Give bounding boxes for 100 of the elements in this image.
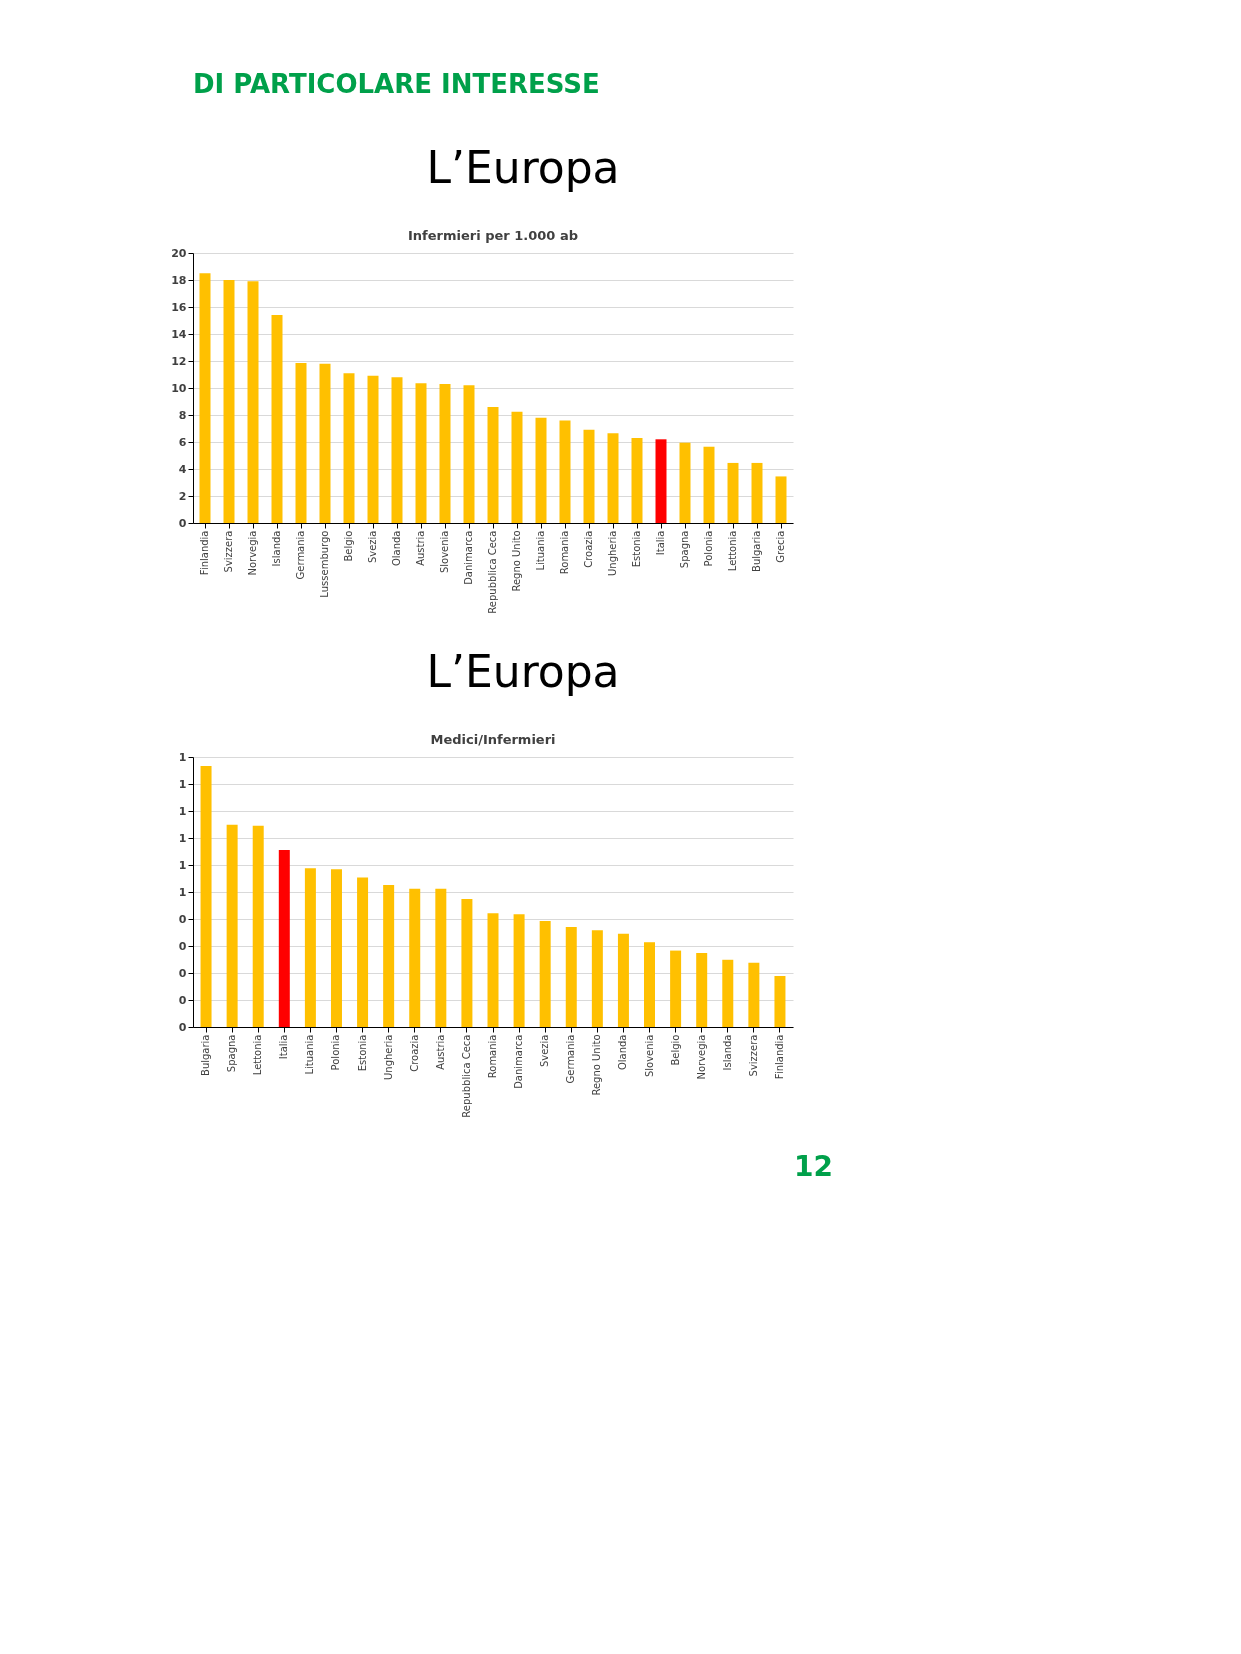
- bar: [751, 462, 763, 523]
- y-tick-label: 20: [171, 246, 187, 260]
- x-tick-label: Svezia: [367, 530, 378, 564]
- y-tick-label: 8: [178, 408, 187, 422]
- x-tick-label: Romania: [559, 530, 570, 575]
- y-tick-label: 10: [171, 381, 187, 395]
- x-tick-label: Finlandia: [773, 1034, 785, 1080]
- bar: [607, 433, 619, 523]
- bar: [343, 373, 355, 523]
- y-tick-label: 14: [171, 327, 187, 341]
- x-tick-label: Repubblica Ceca: [460, 1034, 472, 1118]
- y-tick-label: 1: [178, 804, 187, 818]
- x-tick-label: Italia: [278, 1034, 290, 1060]
- x-tick-label: Croazia: [583, 530, 594, 568]
- bar: [583, 429, 595, 523]
- y-tick-label: 0: [178, 1020, 187, 1034]
- x-tick-label: Bulgaria: [200, 1034, 212, 1076]
- bar: [461, 899, 473, 1027]
- bar: [319, 363, 331, 523]
- x-tick-label: Lituania: [304, 1034, 316, 1075]
- bar: [670, 950, 682, 1027]
- bar: [223, 280, 235, 523]
- bar: [774, 975, 786, 1027]
- x-tick-label: Finlandia: [199, 530, 210, 576]
- y-tick-label: 4: [178, 462, 187, 476]
- x-tick-label: Danimarca: [513, 1034, 525, 1089]
- bar: [271, 315, 283, 523]
- x-tick-label: Slovenia: [439, 530, 450, 574]
- y-tick-label: 1: [178, 831, 187, 845]
- bar: [748, 962, 760, 1027]
- x-tick-label: Olanda: [617, 1034, 629, 1071]
- bar: [367, 375, 379, 523]
- bar: [357, 877, 369, 1027]
- chart-title: Infermieri per 1.000 ab: [408, 228, 578, 243]
- y-tick-label: 0: [178, 912, 187, 926]
- x-tick-label: Lituania: [535, 530, 546, 571]
- y-tick-label: 0: [178, 966, 187, 980]
- bar: [722, 959, 734, 1027]
- bar: [391, 377, 403, 523]
- x-tick-label: Italia: [655, 530, 666, 556]
- x-tick-label: Lussemburgo: [319, 530, 330, 598]
- y-tick-label: 16: [171, 300, 187, 314]
- bar: [383, 884, 395, 1027]
- x-tick-label: Svizzera: [747, 1034, 759, 1077]
- bar: [295, 363, 307, 523]
- bar: [696, 953, 708, 1027]
- y-tick-label: 12: [171, 354, 187, 368]
- y-tick-label: 0: [178, 993, 187, 1007]
- x-tick-label: Austria: [434, 1034, 446, 1070]
- bar: [435, 888, 447, 1027]
- bar: [304, 868, 316, 1027]
- bar: [539, 920, 551, 1027]
- x-tick-label: Estonia: [631, 530, 642, 568]
- x-tick-label: Slovenia: [643, 1034, 655, 1078]
- x-tick-label: Lettonia: [727, 530, 738, 572]
- x-tick-label: Spagna: [226, 1034, 238, 1073]
- bar: [679, 442, 691, 523]
- x-tick-label: Austria: [415, 530, 426, 566]
- bar: [631, 437, 643, 523]
- text: L’Europa: [426, 142, 620, 193]
- x-tick-label: Ungheria: [382, 1034, 394, 1081]
- bar: [591, 930, 603, 1027]
- x-tick-label: Regno Unito: [511, 530, 522, 592]
- x-tick-label: Estonia: [356, 1034, 368, 1072]
- bar: [644, 942, 656, 1027]
- x-tick-label: Norvegia: [695, 1034, 707, 1080]
- bar: [439, 383, 451, 523]
- x-tick-label: Belgio: [669, 1034, 681, 1066]
- bar: [330, 869, 342, 1027]
- bar: [278, 849, 290, 1027]
- bar: [703, 446, 715, 523]
- bar: [226, 824, 238, 1027]
- bar: [559, 420, 571, 523]
- x-tick-label: Germania: [295, 530, 306, 580]
- bar: [775, 476, 787, 523]
- x-tick-label: Danimarca: [463, 530, 474, 585]
- y-tick-label: 1: [178, 750, 187, 764]
- y-tick-label: 0: [178, 939, 187, 953]
- x-tick-label: Bulgaria: [751, 530, 762, 572]
- y-tick-label: 2: [178, 489, 187, 503]
- chart-title: Medici/Infermieri: [430, 732, 556, 747]
- y-tick-label: 18: [171, 273, 187, 287]
- x-tick-label: Islanda: [271, 530, 282, 567]
- x-tick-label: Germania: [565, 1034, 577, 1084]
- y-tick-label: 1: [178, 858, 187, 872]
- y-tick-label: 0: [178, 516, 187, 530]
- x-tick-label: Olanda: [391, 530, 402, 567]
- x-tick-label: Ungheria: [607, 530, 618, 577]
- x-tick-label: Regno Unito: [591, 1034, 603, 1096]
- bar: [247, 281, 259, 523]
- x-tick-label: Polonia: [703, 530, 714, 567]
- x-tick-label: Croazia: [408, 1034, 420, 1072]
- bar: [200, 765, 212, 1027]
- y-tick-label: 6: [178, 435, 187, 449]
- bar: [535, 417, 547, 523]
- bar: [463, 385, 475, 523]
- x-tick-label: Romania: [487, 1034, 498, 1079]
- x-tick-label: Svezia: [539, 1034, 551, 1068]
- bar: [487, 406, 499, 523]
- x-tick-label: Spagna: [679, 530, 690, 569]
